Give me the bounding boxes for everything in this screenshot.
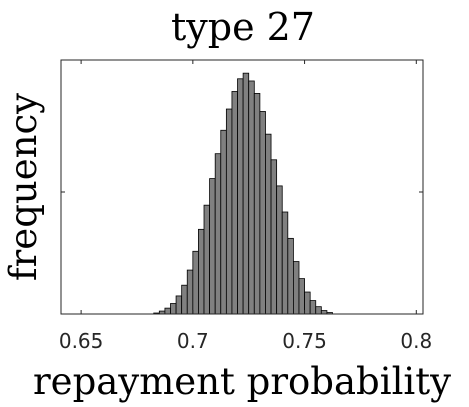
histogram-bar	[287, 237, 294, 315]
histogram-bar	[225, 108, 233, 315]
histogram-bar	[242, 72, 250, 315]
y-axis-label: frequency	[2, 93, 45, 281]
histogram-bar	[220, 129, 227, 315]
histogram-bar	[304, 291, 311, 315]
plot-frame	[60, 59, 424, 315]
x-tick-label: 0.75	[282, 329, 327, 353]
histogram-bar	[270, 159, 278, 315]
histogram-bar	[253, 93, 261, 315]
x-tick-label: 0.7	[177, 329, 209, 353]
histogram-bar	[198, 228, 205, 315]
histogram-bar	[320, 310, 328, 315]
histogram-bar	[186, 269, 194, 315]
histogram-bar	[292, 261, 300, 315]
histogram-bar	[209, 178, 216, 315]
chart-title: type 27	[171, 5, 315, 49]
histogram-bar	[214, 153, 222, 315]
x-tick-label: 0.65	[59, 329, 104, 353]
histogram-bars	[153, 72, 333, 315]
histogram-bar	[259, 111, 266, 315]
histogram-bar	[298, 278, 305, 315]
histogram-bar	[203, 204, 210, 315]
axis-ticks: 0.65 0.7 0.75 0.8	[59, 60, 432, 353]
histogram-bar	[315, 306, 322, 315]
x-tick-label: 0.8	[400, 329, 432, 353]
histogram-bar	[276, 185, 283, 315]
histogram-bar	[181, 284, 188, 315]
histogram-bar	[248, 80, 255, 315]
histogram-bar	[164, 307, 171, 315]
histogram-bar	[175, 295, 183, 315]
histogram-bar	[309, 300, 317, 315]
x-axis-label: repayment probability	[33, 360, 451, 403]
histogram-bar	[265, 133, 272, 315]
histogram-bar	[231, 91, 238, 315]
histogram-bar	[170, 303, 177, 315]
histogram-bar	[237, 78, 244, 315]
histogram-bar	[281, 211, 289, 315]
histogram-bar	[192, 250, 199, 315]
